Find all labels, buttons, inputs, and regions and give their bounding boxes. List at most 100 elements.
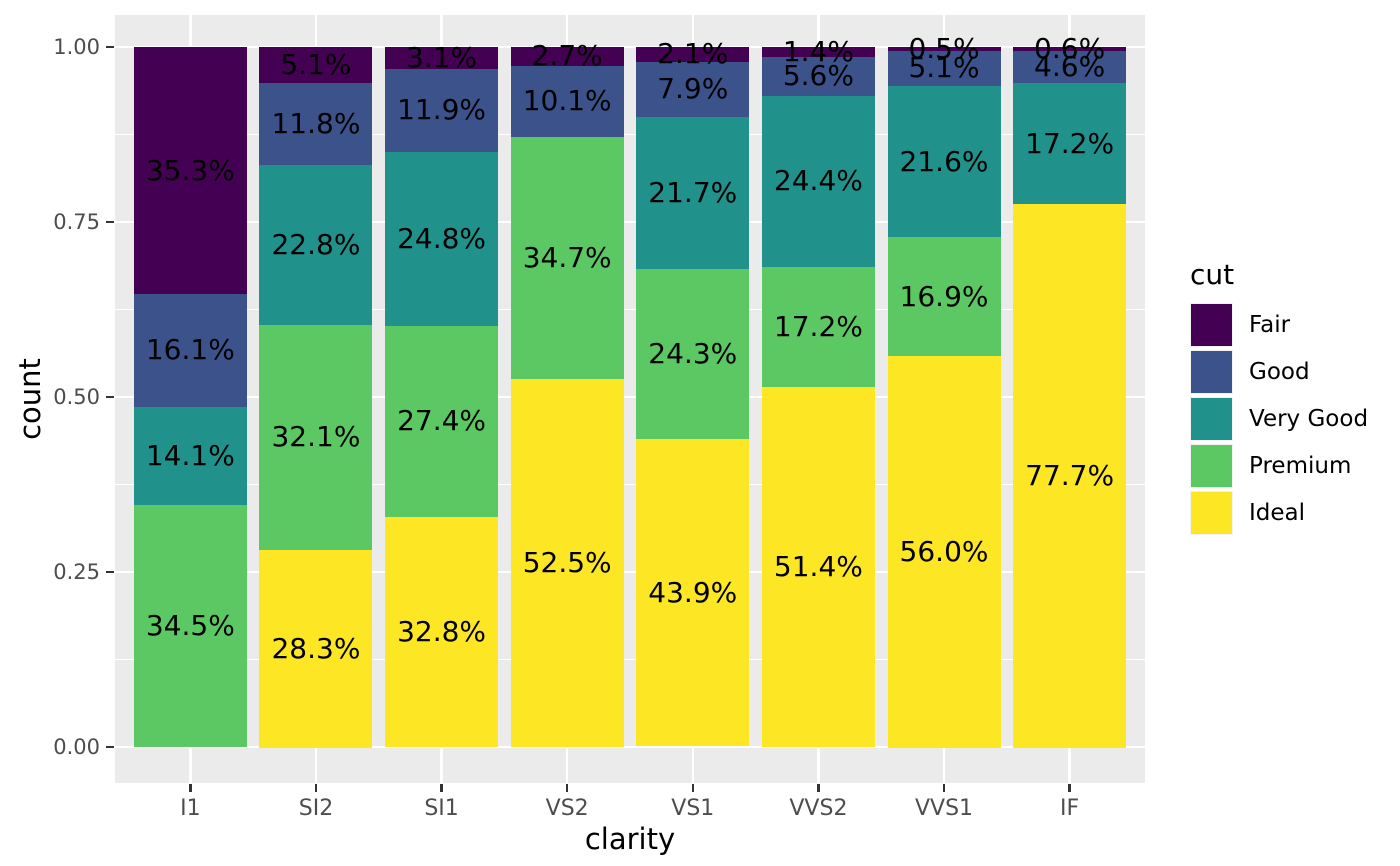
y-tick-label: 0.00 [53, 735, 100, 759]
legend-item-premium: Premium [1190, 444, 1368, 488]
x-axis-title: clarity [584, 822, 676, 856]
gridline-minor-horizontal [115, 483, 1145, 486]
bar-segment-good: 7.9% [636, 61, 750, 117]
bar-segment-label: 21.6% [899, 144, 989, 178]
legend: cut Fair Good Very Good Premium Ideal [1190, 258, 1368, 538]
y-tick-label: 0.25 [53, 560, 100, 584]
bar-i1: 35.3% 16.1% 14.1% 34.5% [133, 47, 247, 747]
legend-swatch-premium [1190, 444, 1233, 488]
y-tick-mark [106, 45, 114, 49]
bar-segment-label: 32.1% [271, 420, 361, 454]
bar-segment-fair: 1.4% [761, 37, 875, 65]
bar-si2: 5.1% 11.8% 22.8% 32.1% 28.3% [259, 47, 373, 748]
x-tick-label: I1 [180, 796, 201, 821]
bar-segment-label: 56.0% [899, 534, 989, 568]
bar-segment-label: 22.8% [271, 228, 361, 262]
bar-segment-label: 32.8% [397, 615, 487, 649]
bar-segment-label: 4.6% [1034, 50, 1106, 84]
y-tick-mark [106, 395, 114, 399]
bar-segment-ideal: 77.7% [1013, 203, 1127, 748]
bar-if: 0.6% 4.6% 17.2% 77.7% [1013, 35, 1127, 748]
bar-segment-label: 16.9% [899, 279, 989, 313]
legend-swatch-very-good [1190, 397, 1233, 441]
legend-label: Fair [1249, 312, 1291, 338]
gridline-minor-horizontal [115, 133, 1145, 136]
bar-segment-label: 27.4% [397, 404, 487, 438]
x-tick-mark [189, 784, 192, 792]
bar-segment-good: 5.6% [761, 56, 875, 96]
bar-segment-ideal: 51.4% [761, 387, 875, 747]
legend-item-very-good: Very Good [1190, 397, 1368, 441]
y-tick-mark [106, 745, 114, 749]
bar-segment-label: 21.7% [648, 175, 738, 209]
y-tick-mark [106, 570, 114, 574]
legend-swatch-good [1190, 350, 1233, 394]
bar-segment-very-good: 21.7% [636, 116, 750, 269]
bar-segment-label: 43.9% [648, 575, 738, 609]
bar-segment-very-good: 24.8% [385, 151, 499, 326]
y-tick-label: 1.00 [53, 35, 100, 59]
bar-segment-ideal: 28.3% [259, 549, 373, 748]
plot-panel: 35.3% 16.1% 14.1% 34.5% 5.1% 11.8% 22.8% 32.1% 2… [115, 15, 1145, 783]
bar-segment-ideal: 56.0% [887, 355, 1001, 748]
bar-segment-premium: 17.2% [761, 266, 875, 388]
gridline-major-horizontal [115, 745, 1145, 749]
x-tick-label: IF [1060, 796, 1080, 821]
y-tick-label: 0.75 [53, 210, 100, 234]
bar-segment-label: 5.6% [782, 59, 854, 93]
x-tick-label: VVS2 [789, 796, 848, 821]
bar-segment-label: 16.1% [145, 333, 235, 367]
bar-segment-good: 11.8% [259, 82, 373, 166]
gridline-major-horizontal [115, 395, 1145, 399]
x-tick-label: VS2 [545, 796, 589, 821]
bar-segment-ideal: 43.9% [636, 438, 750, 747]
bar-segment-label: 10.1% [522, 84, 612, 118]
x-tick-mark [942, 784, 946, 792]
bar-segment-label: 5.1% [280, 47, 352, 81]
legend-item-good: Good [1190, 350, 1368, 394]
x-tick-label: SI2 [298, 796, 334, 821]
x-tick-mark [565, 784, 569, 792]
bar-segment-label: 35.3% [145, 153, 235, 187]
legend-item-fair: Fair [1190, 303, 1368, 347]
legend-label: Good [1249, 359, 1310, 385]
gridline-minor-horizontal [115, 308, 1145, 311]
bar-segment-fair: 2.1% [636, 40, 750, 68]
y-axis-title: count [13, 358, 47, 440]
x-tick-mark [1068, 784, 1071, 792]
bar-segment-label: 24.8% [397, 221, 487, 255]
bar-segment-very-good: 21.6% [887, 86, 1001, 238]
bar-segment-ideal: 32.8% [385, 517, 499, 747]
bar-segment-label: 34.7% [522, 241, 612, 275]
bar-segment-label: 77.7% [1025, 458, 1115, 492]
bar-vvs1: 0.5% 5.1% 21.6% 16.9% 56.0% [887, 34, 1001, 748]
legend-items: Fair Good Very Good Premium Ideal [1190, 303, 1368, 535]
bar-segment-fair: 2.7% [510, 42, 624, 70]
bar-vs1: 2.1% 7.9% 21.7% 24.3% 43.9% [636, 40, 750, 747]
legend-label: Premium [1249, 453, 1352, 479]
legend-label: Very Good [1249, 406, 1369, 432]
bar-segment-good: 16.1% [133, 294, 247, 407]
gridline-major-horizontal [115, 570, 1145, 574]
x-tick-mark [440, 784, 443, 792]
bar-segment-good: 10.1% [510, 65, 624, 137]
bar-segment-label: 28.3% [271, 631, 361, 665]
bar-segment-good: 4.6% [1013, 50, 1127, 84]
bar-segment-label: 3.1% [405, 40, 478, 74]
x-tick-mark [314, 784, 318, 792]
bar-segment-very-good: 17.2% [1013, 83, 1127, 204]
bar-segment-label: 24.3% [648, 336, 738, 370]
y-tick-mark [106, 220, 114, 224]
x-tick-label: VVS1 [914, 796, 974, 821]
x-tick-label: VS1 [671, 796, 715, 821]
bar-segment-label: 11.8% [271, 106, 361, 140]
legend-swatch-fair [1190, 303, 1233, 347]
x-tick-label: SI1 [424, 796, 459, 821]
bar-segment-label: 5.1% [908, 51, 980, 85]
bar-segment-fair: 3.1% [385, 40, 499, 74]
bar-segment-label: 11.9% [397, 93, 487, 127]
gridline-minor-horizontal [115, 658, 1145, 661]
bar-segment-fair: 5.1% [259, 47, 373, 83]
bar-segment-label: 17.2% [773, 309, 863, 343]
